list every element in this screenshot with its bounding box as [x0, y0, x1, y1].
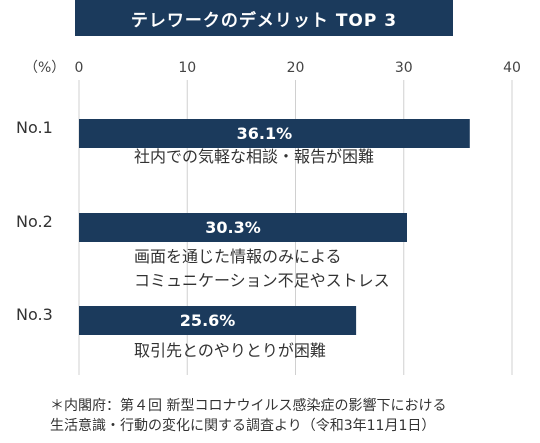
bars: 36.1% No.1 社内での気軽な相談・報告が困難 30.3% No.2 画面を通じた情…: [16, 118, 470, 360]
footnote-line-1: ＊内閣府：第４回 新型コロナウイルス感染症の影響下における: [50, 398, 447, 414]
bar-value-label: 25.6%: [180, 311, 236, 330]
footnote-line-2: 生活意識・行動の変化に関する調査より（令和3年11月1日）: [50, 418, 436, 434]
footnote: ＊内閣府：第４回 新型コロナウイルス感染症の影響下における 生活意識・行動の変化…: [50, 396, 446, 436]
unit-label: （%）: [24, 60, 65, 76]
axis-ticks: （%） 0 10 20 30 40: [24, 60, 521, 76]
chart-title: テレワークのデメリット TOP 3: [75, 0, 453, 36]
x-tick-label: 0: [75, 60, 84, 76]
bar-value-label: 30.3%: [205, 218, 261, 237]
bar-description: 画面を通じた情報のみによる: [134, 247, 342, 266]
bar-description: 取引先とのやりとりが困難: [134, 341, 326, 360]
bar-description: コミュニケーション不足やストレス: [134, 271, 390, 290]
bar-description: 社内での気軽な相談・報告が困難: [134, 147, 374, 166]
category-label: No.2: [16, 212, 53, 231]
x-tick-label: 10: [178, 60, 196, 76]
bar: [79, 213, 407, 242]
bar: [79, 119, 470, 148]
bar: [79, 306, 357, 335]
x-tick-label: 40: [503, 60, 521, 76]
x-tick-label: 20: [287, 60, 305, 76]
bar-value-label: 36.1%: [237, 124, 293, 143]
bar-chart: （%） 0 10 20 30 40 36.1% No.1 社内での気軽な相談・報告が困難 30.…: [16, 60, 521, 375]
category-label: No.1: [16, 118, 53, 137]
x-tick-label: 30: [395, 60, 413, 76]
category-label: No.3: [16, 305, 53, 324]
